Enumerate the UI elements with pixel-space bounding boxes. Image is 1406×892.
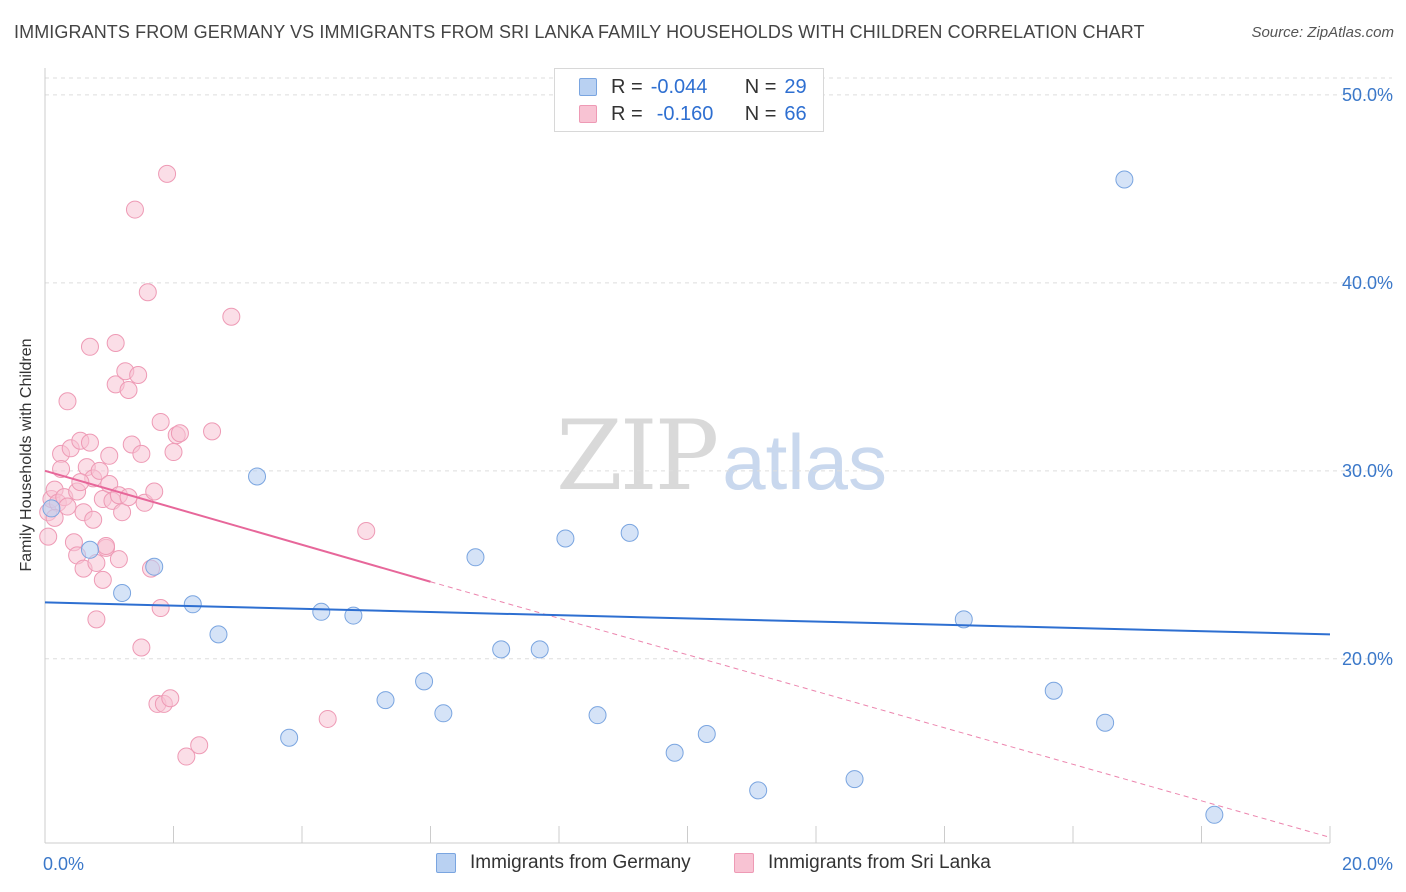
srilanka-point <box>203 422 222 441</box>
srilanka-point <box>145 482 164 501</box>
legend-row-srilanka: R = -0.160 N = 66 <box>579 102 807 126</box>
series-legend-germany-label: Immigrants from Germany <box>470 852 691 873</box>
germany-point <box>1044 681 1063 700</box>
germany-point <box>280 728 299 747</box>
srilanka-point <box>106 334 125 353</box>
germany-point <box>530 640 549 659</box>
germany-point <box>620 523 639 542</box>
germany-point <box>954 610 973 629</box>
germany-point <box>434 704 453 723</box>
germany-point <box>697 724 716 743</box>
srilanka-point <box>318 709 337 728</box>
srilanka-point <box>125 200 144 219</box>
srilanka-point <box>80 337 99 356</box>
srilanka-point <box>151 412 170 431</box>
series-legend-srilanka[interactable]: Immigrants from Sri Lanka <box>734 852 991 874</box>
srilanka-point <box>177 747 196 766</box>
srilanka-swatch <box>579 105 597 123</box>
srilanka-point <box>71 473 90 492</box>
germany-point <box>42 499 61 518</box>
legend-germany-r-value: -0.044 <box>650 75 708 98</box>
srilanka-point <box>164 443 183 462</box>
srilanka-point <box>100 446 119 465</box>
germany-point <box>588 706 607 725</box>
germany-point <box>415 672 434 691</box>
legend-srilanka-r-label: R = <box>611 102 643 125</box>
srilanka-point <box>87 610 106 629</box>
series-legend-srilanka-swatch <box>734 853 754 873</box>
y-tick-label-1: 30.0% <box>1342 461 1393 481</box>
germany-point <box>312 602 331 621</box>
srilanka-point <box>151 599 170 618</box>
srilanka-point <box>170 424 189 443</box>
srilanka-point <box>109 550 128 569</box>
source-label: Source: ZipAtlas.com <box>1251 24 1394 41</box>
germany-point <box>749 781 768 800</box>
germany-point <box>1115 170 1134 189</box>
srilanka-point <box>132 638 151 657</box>
legend-germany-n-label: N = <box>744 75 777 98</box>
x-tick-label-1: 20.0% <box>1342 854 1393 874</box>
y-tick-label-0: 20.0% <box>1342 649 1393 669</box>
germany-point <box>665 743 684 762</box>
x-tick-label-0: 0.0% <box>43 854 84 874</box>
watermark-atlas: atlas <box>722 418 887 506</box>
germany-point <box>1205 805 1224 824</box>
germany-point <box>376 691 395 710</box>
srilanka-trend-line <box>44 469 431 583</box>
srilanka-point <box>97 537 116 556</box>
germany-swatch <box>579 78 597 96</box>
series-legend-germany[interactable]: Immigrants from Germany <box>436 852 691 874</box>
correlation-legend: R = -0.044 N = 29 R = -0.160 N = 66 <box>554 68 824 132</box>
srilanka-point <box>93 570 112 589</box>
legend-germany-r-label: R = <box>611 75 643 98</box>
series-legend-germany-swatch <box>436 853 456 873</box>
srilanka-point <box>90 461 109 480</box>
srilanka-point <box>58 497 77 516</box>
legend-row-germany: R = -0.044 N = 29 <box>579 75 807 99</box>
germany-point <box>1096 713 1115 732</box>
germany-point <box>492 640 511 659</box>
srilanka-point <box>119 381 138 400</box>
srilanka-point <box>161 689 180 708</box>
legend-srilanka-n-label: N = <box>744 102 777 125</box>
srilanka-point <box>222 307 241 326</box>
srilanka-point <box>129 365 148 384</box>
watermark-zip: ZIP <box>556 400 719 512</box>
srilanka-point <box>138 283 157 302</box>
series-legend-srilanka-label: Immigrants from Sri Lanka <box>768 852 991 873</box>
legend-srilanka-r-value: -0.160 <box>656 102 714 125</box>
germany-trend-line <box>44 601 1331 636</box>
germany-point <box>145 557 164 576</box>
germany-point <box>344 606 363 625</box>
germany-point <box>80 540 99 559</box>
srilanka-point <box>39 527 58 546</box>
series-legend: Immigrants from Germany Immigrants from … <box>0 852 1406 878</box>
germany-point <box>248 467 267 486</box>
srilanka-point <box>158 164 177 183</box>
germany-point <box>113 584 132 603</box>
y-tick-label-2: 40.0% <box>1342 273 1393 293</box>
watermark: ZIPatlas <box>556 400 887 512</box>
germany-point <box>183 595 202 614</box>
chart-title: IMMIGRANTS FROM GERMANY VS IMMIGRANTS FR… <box>14 22 1145 42</box>
srilanka-point <box>113 503 132 522</box>
srilanka-trend-extrapolated <box>430 581 1331 838</box>
srilanka-point <box>132 444 151 463</box>
germany-point <box>466 548 485 567</box>
legend-germany-n-value: 29 <box>784 75 807 98</box>
y-tick-label-3: 50.0% <box>1342 85 1393 105</box>
legend-srilanka-n-value: 66 <box>784 102 807 125</box>
germany-point <box>556 529 575 548</box>
srilanka-point <box>190 736 209 755</box>
srilanka-point <box>357 521 376 540</box>
srilanka-point <box>58 392 77 411</box>
srilanka-point <box>80 433 99 452</box>
srilanka-point <box>84 510 103 529</box>
germany-point <box>845 770 864 789</box>
germany-point <box>209 625 228 644</box>
